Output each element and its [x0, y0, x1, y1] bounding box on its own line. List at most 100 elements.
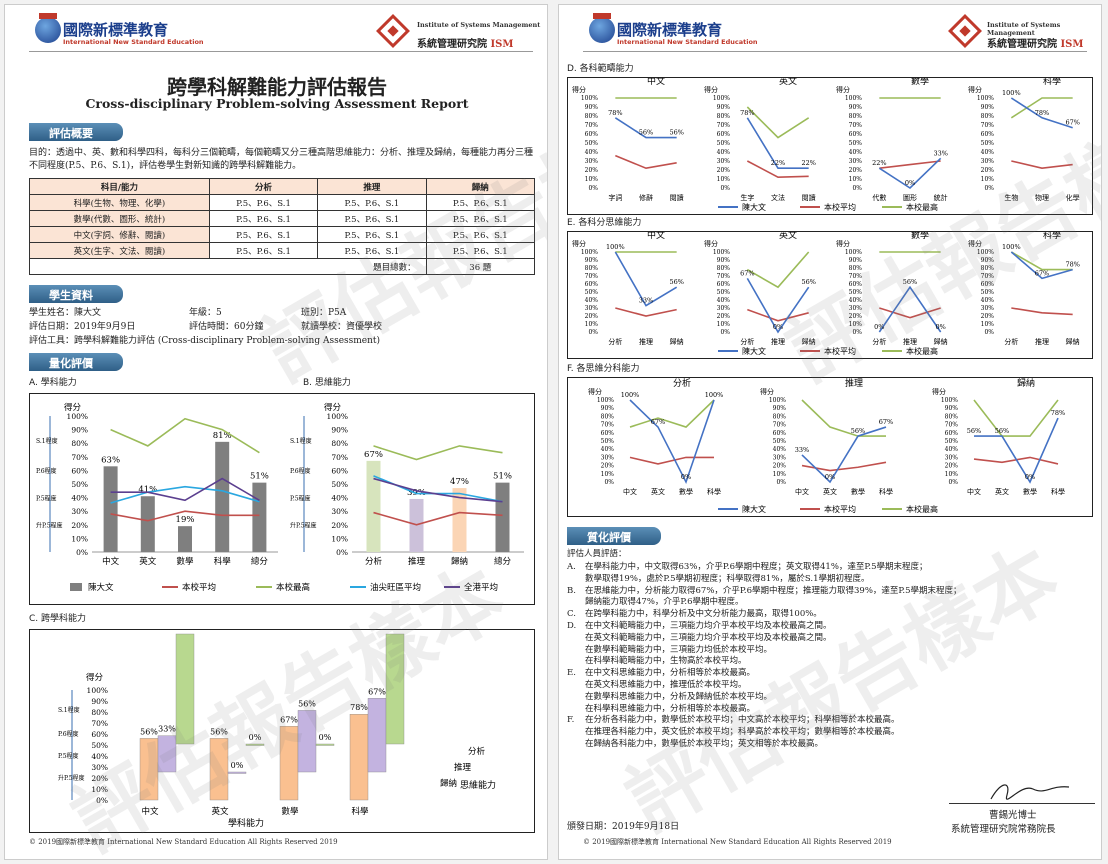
- y-tick-label: 30%: [981, 305, 995, 312]
- y-tick-label: 80%: [585, 265, 599, 272]
- y-tick-label: 40%: [773, 446, 787, 453]
- x-tick-label: 推理: [903, 337, 917, 346]
- y-tick-label: 90%: [945, 405, 959, 412]
- x-tick-label: 總分: [251, 556, 269, 567]
- bar: [366, 460, 381, 552]
- comment-text: 在跨學科能力中，科學分析及中文分析能力最高，取得100%。: [585, 609, 822, 620]
- series-line: [746, 251, 810, 289]
- y-tick-label: 0%: [96, 796, 108, 805]
- bar-3d: [385, 633, 405, 745]
- y-tick-label: 100%: [327, 412, 348, 421]
- y-tick-label: 60%: [91, 730, 108, 739]
- y-tick-label: 60%: [331, 466, 348, 475]
- y-tick-label: 80%: [945, 413, 959, 420]
- y-tick-label: 100%: [67, 412, 88, 421]
- series-line: [1011, 307, 1073, 316]
- y-tick-label: 40%: [981, 149, 995, 156]
- comment-text: 在歸納各科能力中，數學低於本校平均；英文相等於本校最高。: [585, 738, 824, 749]
- chart-a-title: A. 學科能力: [29, 378, 77, 388]
- y-tick-label: 30%: [601, 454, 615, 461]
- comment-key: [567, 727, 585, 739]
- ines-logo-en: International New Standard Education: [63, 38, 204, 46]
- x-tick-label: 科學: [214, 556, 232, 567]
- y-tick-label: 50%: [585, 289, 599, 296]
- y-tick-label: 50%: [601, 438, 615, 445]
- level-label: 升P.5程度: [58, 774, 85, 782]
- y-tick-label: 20%: [945, 463, 959, 470]
- comment-line: 在科學科思維能力中，分析相等於本校最高。: [567, 704, 1087, 716]
- series-line: [746, 160, 809, 179]
- y-tick-label: 80%: [585, 113, 599, 120]
- bar: [495, 482, 510, 552]
- x-tick-label: 字詞: [608, 193, 622, 202]
- data-label: 67%: [364, 450, 383, 460]
- y-tick-label: 10%: [585, 176, 599, 183]
- y-tick-label: 0%: [336, 548, 348, 557]
- y-tick-label: 50%: [717, 140, 731, 147]
- y-tick-label: 100%: [941, 397, 958, 404]
- comment-key: E.: [567, 668, 576, 679]
- data-label: 100%: [174, 630, 197, 632]
- y-tick-label: 50%: [585, 140, 599, 147]
- y-tick-label: 10%: [331, 534, 348, 543]
- comments-intro: 評估人員評語：: [567, 549, 627, 559]
- series-line: [110, 417, 260, 454]
- series-line: [110, 477, 260, 502]
- legend-label: 本校平均: [824, 504, 856, 514]
- data-label: 56%: [995, 427, 1009, 435]
- x-tick-label: 歸納: [1066, 337, 1080, 346]
- y-tick-label: 60%: [585, 281, 599, 288]
- y-tick-label: 20%: [773, 463, 787, 470]
- y-tick-label: 20%: [585, 313, 599, 320]
- series-line: [629, 399, 715, 485]
- x-tick-label: 中文: [102, 556, 120, 567]
- legend-label: 本校最高: [906, 504, 938, 514]
- panel-title: 數學: [911, 78, 929, 87]
- x-tick-label: 分析: [365, 556, 383, 567]
- y-tick-label: 10%: [91, 785, 108, 794]
- table-total-row: 題目總數： 36 題: [29, 258, 536, 275]
- z-tick-label: 推理: [454, 762, 472, 773]
- y-tick-label: 0%: [852, 329, 862, 336]
- y-tick-label: 80%: [71, 439, 88, 448]
- ism-name-en: Institute of Systems Management: [417, 21, 541, 29]
- assessment-duration: 評估時間：60分鐘: [189, 322, 264, 332]
- y-tick-label: 80%: [981, 113, 995, 120]
- x-tick-label: 推理: [771, 337, 785, 346]
- data-label: 67%: [740, 269, 754, 277]
- comment-line: 數學取得19%，處於P.5學期初程度；科學取得81%，屬於S.1學期初程度。: [567, 574, 1087, 586]
- y-tick-label: 0%: [984, 185, 994, 192]
- comment-key: [567, 633, 585, 645]
- data-label: 0%: [1025, 473, 1035, 481]
- series-line: [974, 417, 1059, 484]
- y-tick-label: 10%: [717, 321, 731, 328]
- data-label: 56%: [967, 427, 981, 435]
- report-title: 跨學科解難能力評估報告: [167, 75, 387, 99]
- y-tick-label: 40%: [71, 494, 88, 503]
- y-tick-label: 70%: [981, 273, 995, 280]
- overview-text: 目的：透過中、英、數和科學四科，每科分三個範疇，每個範疇又分三種高階思維能力：分…: [29, 148, 534, 171]
- panel-title: 分析: [673, 378, 691, 389]
- report-page-1: 國際新標準教育 International New Standard Educa…: [4, 4, 548, 860]
- legend-label: 油尖旺區平均: [370, 582, 421, 593]
- comment-line: 歸納能力取得47%，介乎P.6學期中程度。: [567, 597, 1087, 609]
- section-quant: 量化評價: [29, 353, 123, 371]
- signature-image: [981, 779, 1081, 803]
- header-rule: [29, 51, 533, 52]
- data-label: 0%: [231, 761, 244, 770]
- x-tick-label: 科學: [351, 806, 369, 817]
- y-axis-title: 得分: [86, 672, 104, 683]
- data-label: 81%: [213, 431, 232, 441]
- y-tick-label: 30%: [91, 763, 108, 772]
- footer-copyright: © 2019國際新標準教育 International New Standard…: [583, 838, 892, 846]
- legend-label: 陳大文: [88, 582, 114, 593]
- y-tick-label: 40%: [331, 494, 348, 503]
- series-line: [615, 154, 677, 170]
- y-axis-title: 得分: [968, 239, 982, 248]
- comment-line: D. 在中文科範疇能力中，三項能力均介乎本校平均及本校最高之間。: [567, 621, 1087, 633]
- x-tick-label: 數學: [176, 556, 194, 567]
- y-tick-label: 50%: [849, 140, 863, 147]
- y-tick-label: 20%: [717, 313, 731, 320]
- y-tick-label: 20%: [585, 167, 599, 174]
- y-tick-label: 10%: [71, 534, 88, 543]
